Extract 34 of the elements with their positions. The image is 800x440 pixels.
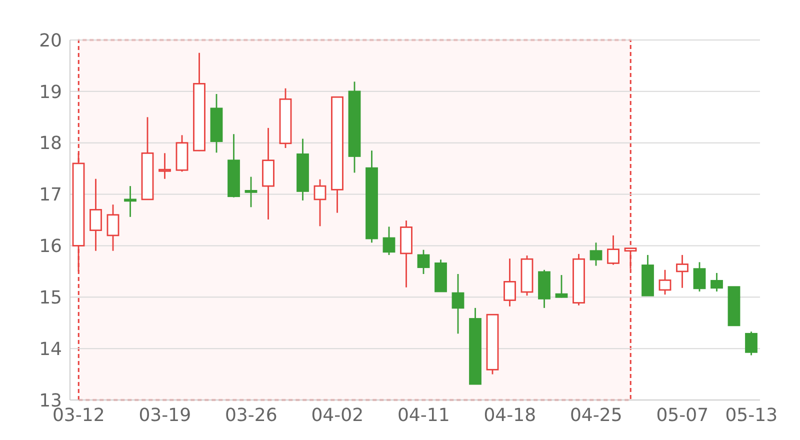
- x-tick-label: 04-02: [311, 404, 364, 426]
- x-tick-label: 04-11: [397, 404, 450, 426]
- y-tick-label: 20: [39, 30, 62, 52]
- x-tick-label: 04-18: [484, 404, 536, 426]
- candlestick: [106, 204, 120, 252]
- candlestick: [382, 226, 396, 256]
- x-tick-label: 05-07: [656, 404, 709, 426]
- candlestick: [124, 185, 136, 218]
- x-tick-label: 03-26: [224, 404, 278, 426]
- candlestick: [504, 258, 516, 308]
- candlestick: [624, 248, 637, 270]
- candlestick: [607, 234, 620, 266]
- candlestick: [555, 274, 568, 298]
- candlestick: [676, 254, 688, 289]
- y-tick-label: 17: [39, 184, 62, 206]
- y-tick-label: 18: [39, 133, 62, 154]
- candlestick: [158, 152, 171, 180]
- candlestick: [693, 261, 706, 292]
- candlestick: [590, 242, 602, 266]
- y-tick-label: 19: [39, 82, 62, 103]
- candlestick: [90, 178, 102, 252]
- candlestick: [658, 269, 672, 296]
- candlestick: [745, 330, 758, 356]
- y-tick-label: 16: [39, 236, 62, 258]
- candlestick: [314, 178, 326, 227]
- x-tick-label: 05-13: [725, 404, 778, 426]
- candlestick: [417, 249, 430, 275]
- x-tick-label: 03-19: [138, 404, 192, 426]
- candlestick: [452, 273, 464, 334]
- x-tick-label: 04-25: [570, 404, 622, 426]
- y-tick-label: 14: [39, 338, 62, 360]
- candlestick: [244, 176, 258, 208]
- y-tick-label: 15: [39, 288, 62, 309]
- candlestick: [710, 272, 723, 292]
